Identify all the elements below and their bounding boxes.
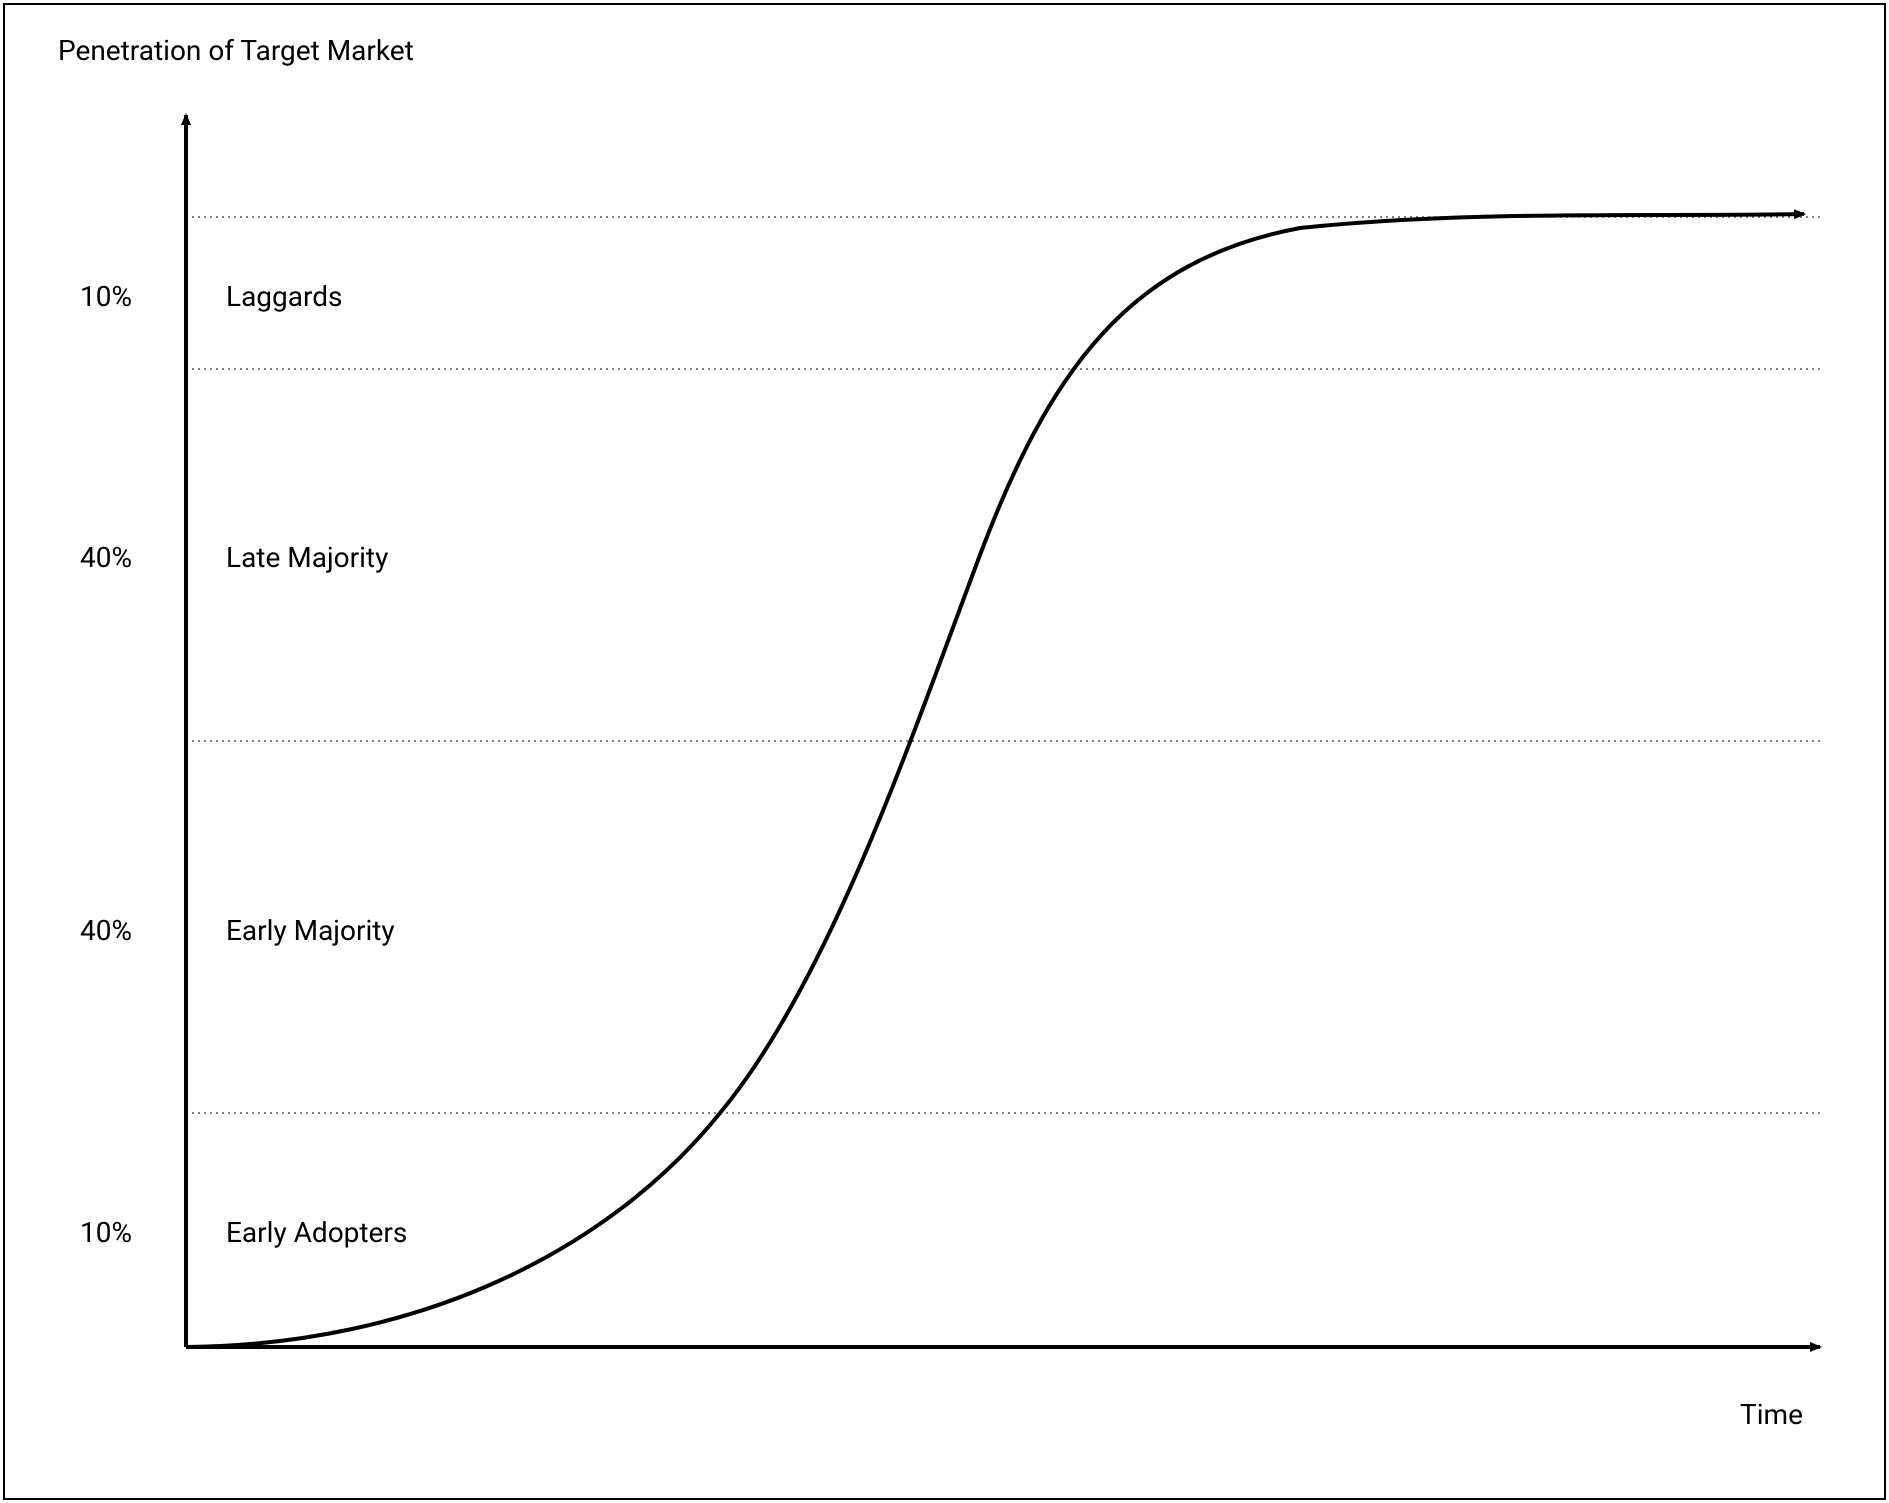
chart-title: Penetration of Target Market [58,34,414,67]
band-label-laggards: Laggards [226,280,342,313]
x-axis-label: Time [1740,1398,1803,1431]
percent-label-early-adopters: 10% [80,1216,132,1249]
s-curve [186,214,1804,1347]
adoption-curve-chart [0,0,1889,1503]
percent-label-early-majority: 40% [80,914,132,947]
percent-label-laggards: 10% [80,280,132,313]
band-label-early-adopters: Early Adopters [226,1216,407,1249]
gridlines-group [186,217,1820,1113]
percent-label-late-majority: 40% [80,541,132,574]
band-label-late-majority: Late Majority [226,541,388,574]
band-label-early-majority: Early Majority [226,914,395,947]
